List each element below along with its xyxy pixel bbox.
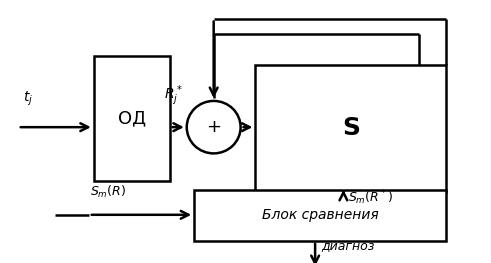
Text: $t_j$: $t_j$ xyxy=(23,90,33,108)
Text: диагноз: диагноз xyxy=(322,240,375,252)
Text: +: + xyxy=(206,118,221,136)
Text: $S_m(R)$: $S_m(R)$ xyxy=(90,184,127,200)
Text: $\mathbf{S}$: $\mathbf{S}$ xyxy=(342,117,360,140)
FancyBboxPatch shape xyxy=(255,65,446,192)
Text: ОД: ОД xyxy=(118,109,146,127)
Text: $S_m(R^*)$: $S_m(R^*)$ xyxy=(348,188,393,207)
FancyBboxPatch shape xyxy=(94,56,169,181)
FancyBboxPatch shape xyxy=(194,190,446,241)
Ellipse shape xyxy=(187,101,241,153)
Text: Блок сравнения: Блок сравнения xyxy=(262,208,379,222)
Text: $R_j^*$: $R_j^*$ xyxy=(164,83,183,108)
